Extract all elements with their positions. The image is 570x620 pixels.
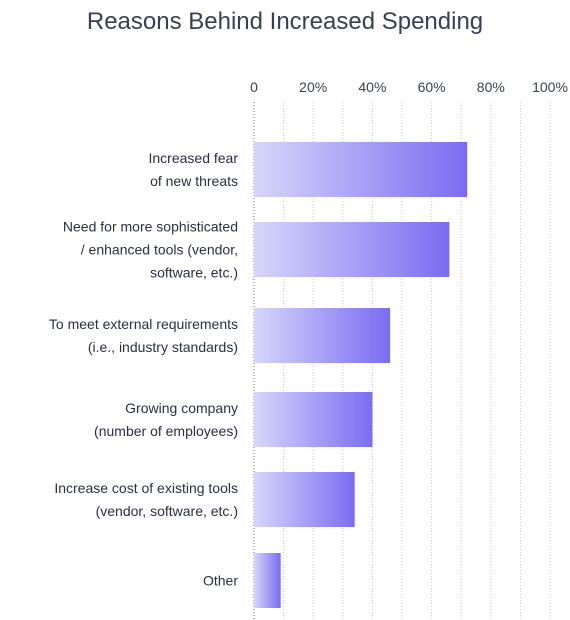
- category-label: Need for more sophisticated / enhanced to…: [63, 219, 238, 281]
- chart-title: Reasons Behind Increased Spending: [86, 8, 484, 35]
- category-label: Other: [203, 573, 238, 589]
- x-tick-label: 40%: [358, 79, 386, 95]
- bar: [254, 142, 468, 197]
- x-tick-label: 60%: [418, 79, 446, 95]
- bar: [254, 472, 355, 527]
- category-label: Increased fear of new threats: [149, 150, 239, 189]
- category-label: Increase cost of existing tools (vendor, …: [54, 480, 238, 519]
- bar: [254, 308, 391, 363]
- x-tick-label: 100%: [532, 79, 568, 95]
- x-tick-label: 0: [250, 79, 258, 95]
- category-label: To meet external requirements (i.e., indu…: [49, 316, 238, 355]
- bar: [254, 553, 281, 608]
- category-label: Growing company (number of employees): [94, 400, 238, 439]
- x-tick-label: 20%: [299, 79, 327, 95]
- x-tick-label: 80%: [477, 79, 505, 95]
- bar: [254, 392, 373, 447]
- bar: [254, 222, 450, 277]
